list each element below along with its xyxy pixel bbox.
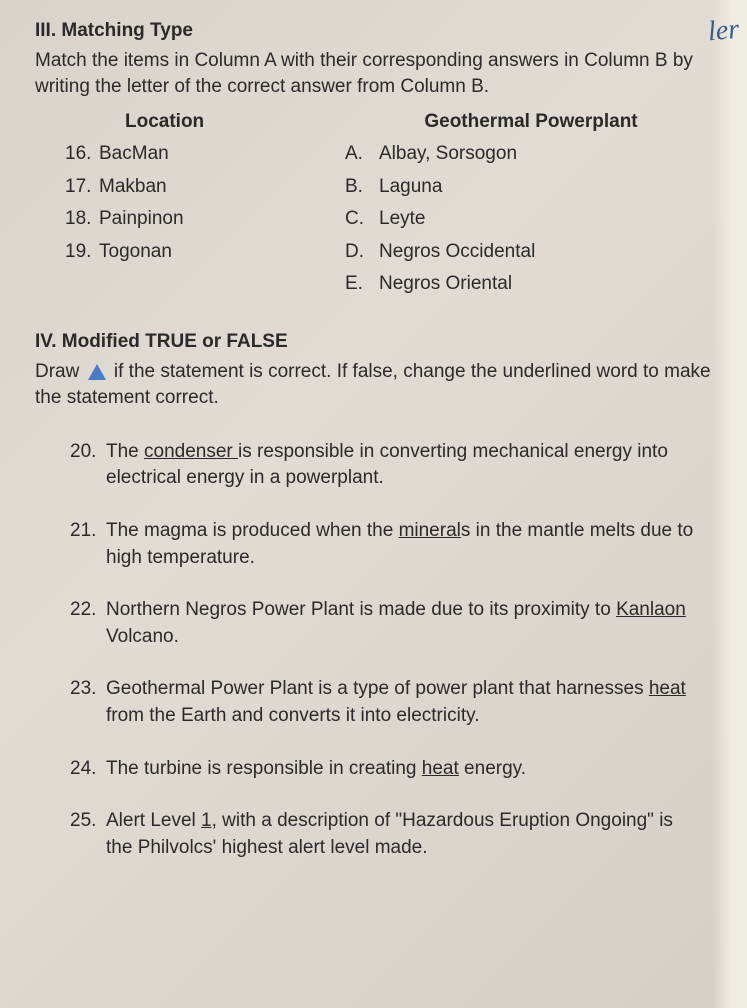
triangle-icon bbox=[88, 364, 106, 380]
underlined-word: heat bbox=[422, 758, 459, 779]
section-4-title: IV. Modified TRUE or FALSE bbox=[35, 331, 717, 353]
left-items-list: 16.BacMan17.Makban18.Painpinon19.Togonan bbox=[65, 139, 345, 266]
list-item: C.Leyte bbox=[345, 204, 717, 233]
question-item: 21.The magma is produced when the minera… bbox=[70, 518, 717, 571]
question-text: The magma is produced when the minerals … bbox=[106, 518, 717, 571]
list-item: 17.Makban bbox=[65, 172, 345, 201]
question-item: 23.Geothermal Power Plant is a type of p… bbox=[70, 676, 717, 729]
item-letter: A. bbox=[345, 139, 379, 168]
question-number: 24. bbox=[70, 756, 106, 783]
item-text: Painpinon bbox=[99, 204, 184, 233]
item-letter: D. bbox=[345, 237, 379, 266]
question-number: 21. bbox=[70, 518, 106, 571]
section-4: IV. Modified TRUE or FALSE Draw if the s… bbox=[35, 331, 717, 861]
column-a-header: Location bbox=[65, 111, 345, 133]
question-text: Geothermal Power Plant is a type of powe… bbox=[106, 676, 717, 729]
question-text: Northern Negros Power Plant is made due … bbox=[106, 597, 717, 650]
item-letter: E. bbox=[345, 269, 379, 298]
item-number: 18. bbox=[65, 204, 99, 233]
underlined-word: heat bbox=[649, 678, 686, 699]
question-text: The condenser is responsible in converti… bbox=[106, 439, 717, 492]
section-3-title: III. Matching Type bbox=[35, 20, 717, 42]
item-text: BacMan bbox=[99, 139, 169, 168]
worksheet-page: III. Matching Type Match the items in Co… bbox=[35, 20, 717, 861]
instructions-pre: Draw bbox=[35, 361, 85, 382]
question-number: 20. bbox=[70, 439, 106, 492]
instructions-post: if the statement is correct. If false, c… bbox=[35, 361, 711, 408]
question-text: The turbine is responsible in creating h… bbox=[106, 756, 717, 783]
item-number: 16. bbox=[65, 139, 99, 168]
item-text: Negros Oriental bbox=[379, 269, 512, 298]
underlined-word: 1 bbox=[201, 810, 212, 831]
column-a: Location 16.BacMan17.Makban18.Painpinon1… bbox=[65, 111, 345, 301]
list-item: 18.Painpinon bbox=[65, 204, 345, 233]
handwritten-mark: ler bbox=[707, 14, 741, 49]
list-item: 19.Togonan bbox=[65, 237, 345, 266]
item-letter: B. bbox=[345, 172, 379, 201]
question-item: 24.The turbine is responsible in creatin… bbox=[70, 756, 717, 783]
underlined-word: Kanlaon bbox=[616, 599, 686, 620]
question-number: 22. bbox=[70, 597, 106, 650]
column-b-header: Geothermal Powerplant bbox=[345, 111, 717, 133]
item-text: Leyte bbox=[379, 204, 425, 233]
item-text: Negros Occidental bbox=[379, 237, 535, 266]
list-item: B.Laguna bbox=[345, 172, 717, 201]
right-items-list: A.Albay, SorsogonB.LagunaC.LeyteD.Negros… bbox=[345, 139, 717, 298]
matching-columns: Location 16.BacMan17.Makban18.Painpinon1… bbox=[65, 111, 717, 301]
section-3-instructions: Match the items in Column A with their c… bbox=[35, 48, 717, 99]
item-text: Albay, Sorsogon bbox=[379, 139, 517, 168]
question-number: 25. bbox=[70, 808, 106, 861]
question-number: 23. bbox=[70, 676, 106, 729]
list-item: 16.BacMan bbox=[65, 139, 345, 168]
underlined-word: condenser bbox=[144, 441, 238, 462]
item-text: Laguna bbox=[379, 172, 442, 201]
item-text: Togonan bbox=[99, 237, 172, 266]
section-4-instructions: Draw if the statement is correct. If fal… bbox=[35, 359, 717, 410]
column-b: Geothermal Powerplant A.Albay, SorsogonB… bbox=[345, 111, 717, 301]
list-item: A.Albay, Sorsogon bbox=[345, 139, 717, 168]
question-text: Alert Level 1, with a description of "Ha… bbox=[106, 808, 717, 861]
item-text: Makban bbox=[99, 172, 167, 201]
questions-list: 20.The condenser is responsible in conve… bbox=[35, 439, 717, 862]
item-number: 17. bbox=[65, 172, 99, 201]
paper-edge bbox=[712, 0, 747, 1008]
item-number: 19. bbox=[65, 237, 99, 266]
list-item: E.Negros Oriental bbox=[345, 269, 717, 298]
question-item: 22.Northern Negros Power Plant is made d… bbox=[70, 597, 717, 650]
question-item: 25.Alert Level 1, with a description of … bbox=[70, 808, 717, 861]
item-letter: C. bbox=[345, 204, 379, 233]
list-item: D.Negros Occidental bbox=[345, 237, 717, 266]
underlined-word: mineral bbox=[399, 520, 461, 541]
question-item: 20.The condenser is responsible in conve… bbox=[70, 439, 717, 492]
